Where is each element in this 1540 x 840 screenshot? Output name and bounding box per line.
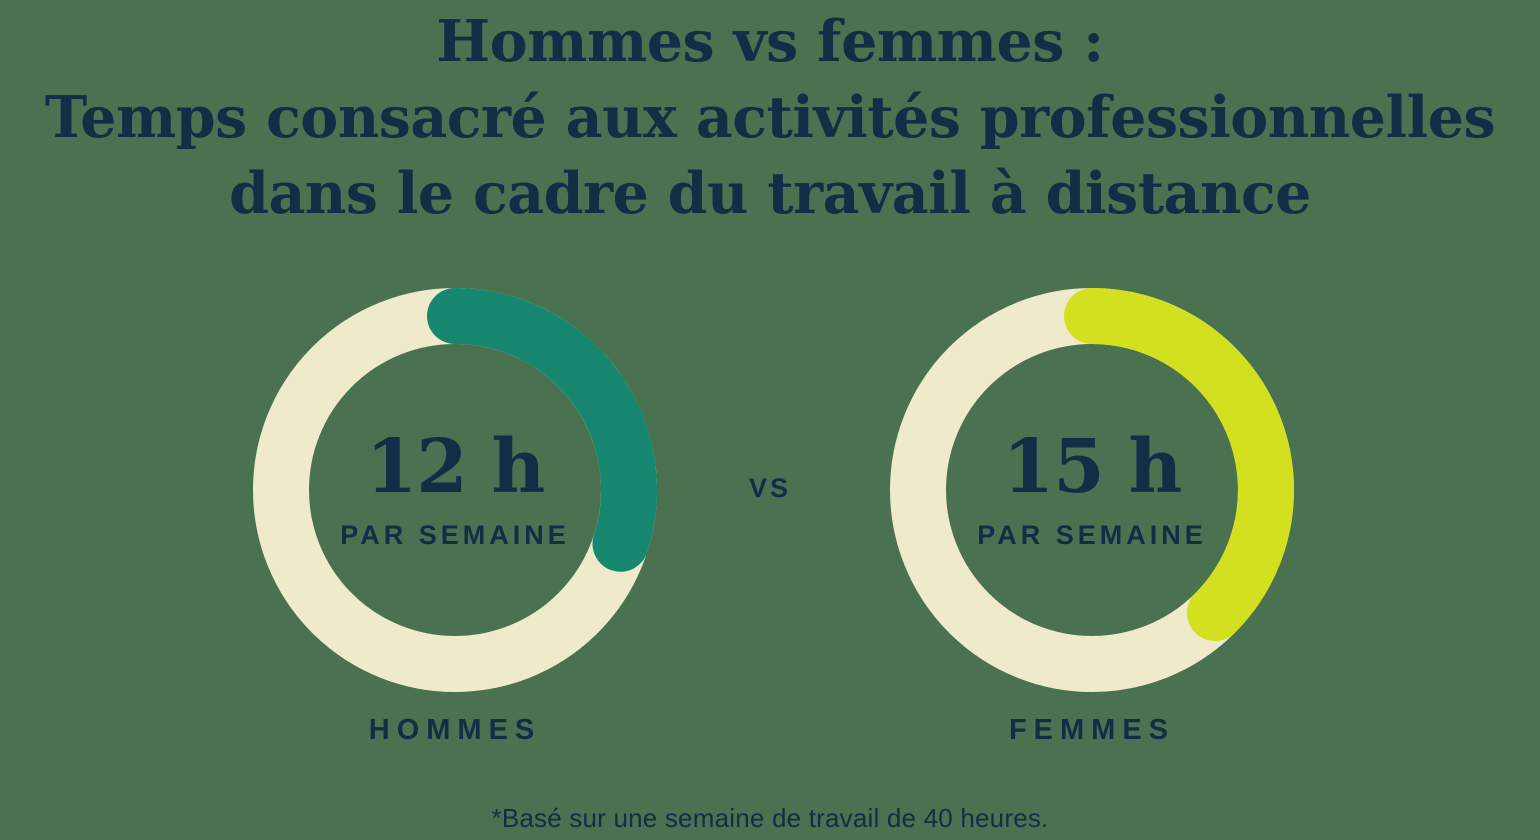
donut-group-label-femmes: FEMMES: [1008, 714, 1176, 746]
page-title: Hommes vs femmes : Temps consacré aux ac…: [0, 4, 1540, 232]
vs-label: VS: [748, 473, 792, 503]
donut-progress-arc: [1064, 288, 1294, 641]
donut-group-label-hommes: HOMMES: [368, 714, 542, 746]
donut-progress-arc: [427, 288, 658, 572]
title-line-3: dans le cadre du travail à distance: [229, 160, 1311, 227]
title-line-2: Temps consacré aux activités professionn…: [44, 84, 1496, 151]
title-line-1: Hommes vs femmes :: [436, 8, 1104, 75]
donut-gauge-svg: [890, 288, 1294, 692]
donut-chart-hommes: 12 h PAR SEMAINE HOMMES: [245, 280, 665, 746]
donut-chart-femmes: 15 h PAR SEMAINE FEMMES: [882, 280, 1302, 746]
footnote: *Basé sur une semaine de travail de 40 h…: [491, 803, 1049, 833]
donut-gauge-svg: [253, 288, 658, 692]
